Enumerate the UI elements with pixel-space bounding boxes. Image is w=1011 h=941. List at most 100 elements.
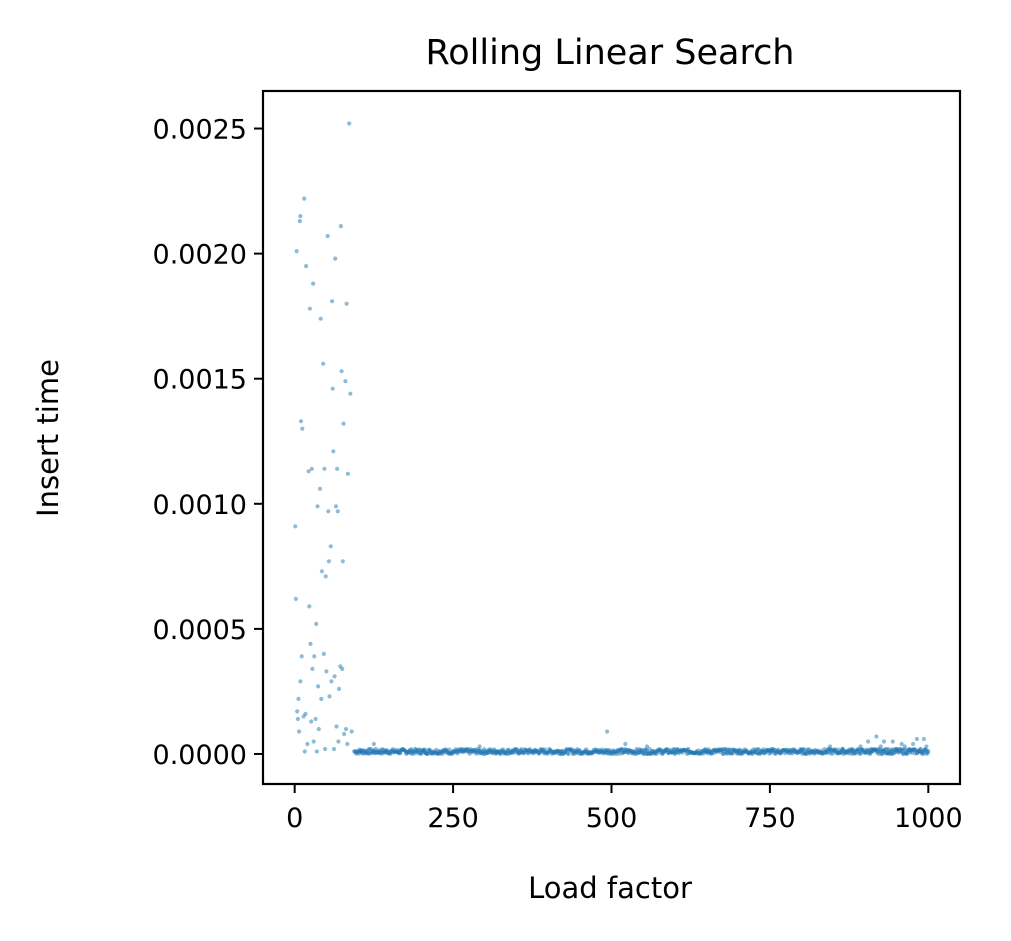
data-point (323, 746, 328, 752)
data-point (586, 749, 591, 754)
data-point (298, 214, 303, 219)
x-axis-label: Load factor (528, 871, 692, 905)
data-point (335, 509, 340, 514)
data-point (874, 734, 879, 739)
data-point (306, 469, 311, 474)
axis-ticks: 0 250 500 750 1000 0.0000 0.0005 0.0010 0.0015 0.… (153, 115, 963, 834)
data-point (324, 669, 329, 674)
data-point (302, 196, 307, 201)
data-point (308, 641, 313, 647)
x-tick-label: 750 (744, 803, 796, 834)
data-point (566, 751, 571, 757)
plot-frame (261, 89, 962, 786)
data-point (314, 621, 319, 627)
data-point (296, 696, 301, 702)
data-point (347, 121, 352, 126)
data-point (344, 301, 349, 306)
data-point (295, 709, 300, 714)
chart-title: Rolling Linear Search (425, 33, 794, 73)
data-point (298, 419, 304, 424)
data-point (336, 739, 341, 744)
data-point (328, 544, 333, 549)
data-point (926, 748, 931, 754)
data-point (341, 421, 346, 426)
data-point (331, 449, 336, 454)
data-point (850, 746, 855, 752)
data-point (918, 746, 923, 752)
data-point (881, 739, 887, 744)
data-point (343, 379, 348, 384)
data-point (869, 746, 874, 752)
data-point (332, 674, 337, 679)
y-tick-label: 0.0005 (153, 615, 247, 646)
data-point (349, 729, 354, 734)
data-point (605, 729, 610, 734)
data-point (343, 726, 349, 732)
data-point (293, 524, 298, 529)
data-point (495, 749, 500, 754)
data-point (295, 716, 300, 722)
y-axis-label: Insert time (31, 359, 65, 517)
data-point (890, 739, 895, 744)
data-point (644, 744, 650, 749)
data-point (623, 741, 628, 747)
data-point (297, 729, 302, 734)
data-point (311, 739, 316, 744)
data-point (921, 736, 927, 742)
data-point (894, 746, 899, 752)
data-point (799, 749, 804, 754)
y-tick-label: 0.0010 (153, 490, 247, 521)
data-point (345, 741, 350, 747)
data-point (302, 749, 307, 754)
data-point (558, 749, 563, 754)
data-point (300, 426, 305, 431)
data-point (533, 749, 538, 754)
data-point (736, 749, 741, 754)
x-tick-label: 1000 (894, 803, 963, 834)
data-point (327, 694, 332, 699)
data-point (342, 731, 347, 737)
data-point (335, 466, 340, 471)
data-point (886, 746, 891, 752)
data-point (899, 741, 904, 747)
data-point (305, 741, 310, 747)
y-tick-label: 0.0000 (153, 740, 247, 771)
data-point (297, 219, 302, 224)
data-point (348, 391, 353, 396)
data-point (322, 466, 327, 471)
data-point (422, 749, 427, 754)
data-point (333, 504, 338, 509)
data-point (340, 559, 345, 564)
data-point (329, 679, 334, 684)
data-point (330, 299, 335, 304)
data-point (312, 654, 317, 659)
x-tick-label: 0 (286, 803, 303, 834)
data-point (858, 744, 863, 749)
data-point (914, 736, 920, 742)
data-point (704, 749, 709, 754)
data-point (331, 746, 337, 752)
data-point (866, 739, 871, 744)
x-tick-label: 250 (427, 803, 479, 834)
data-point (316, 684, 321, 689)
data-points (293, 121, 931, 757)
data-point (313, 716, 318, 722)
y-tick-label: 0.0025 (153, 115, 247, 146)
data-point (309, 719, 314, 724)
data-point (333, 256, 338, 261)
data-point (828, 744, 833, 749)
data-point (340, 666, 345, 672)
data-point (299, 654, 304, 659)
data-point (321, 651, 326, 657)
data-point (334, 724, 339, 729)
data-point (338, 224, 343, 229)
data-point (316, 726, 321, 732)
data-point (303, 711, 308, 717)
data-point (294, 249, 299, 254)
data-point (339, 369, 344, 374)
data-point (336, 686, 342, 692)
data-point (352, 749, 357, 754)
data-point (310, 666, 315, 672)
data-point (769, 749, 774, 754)
